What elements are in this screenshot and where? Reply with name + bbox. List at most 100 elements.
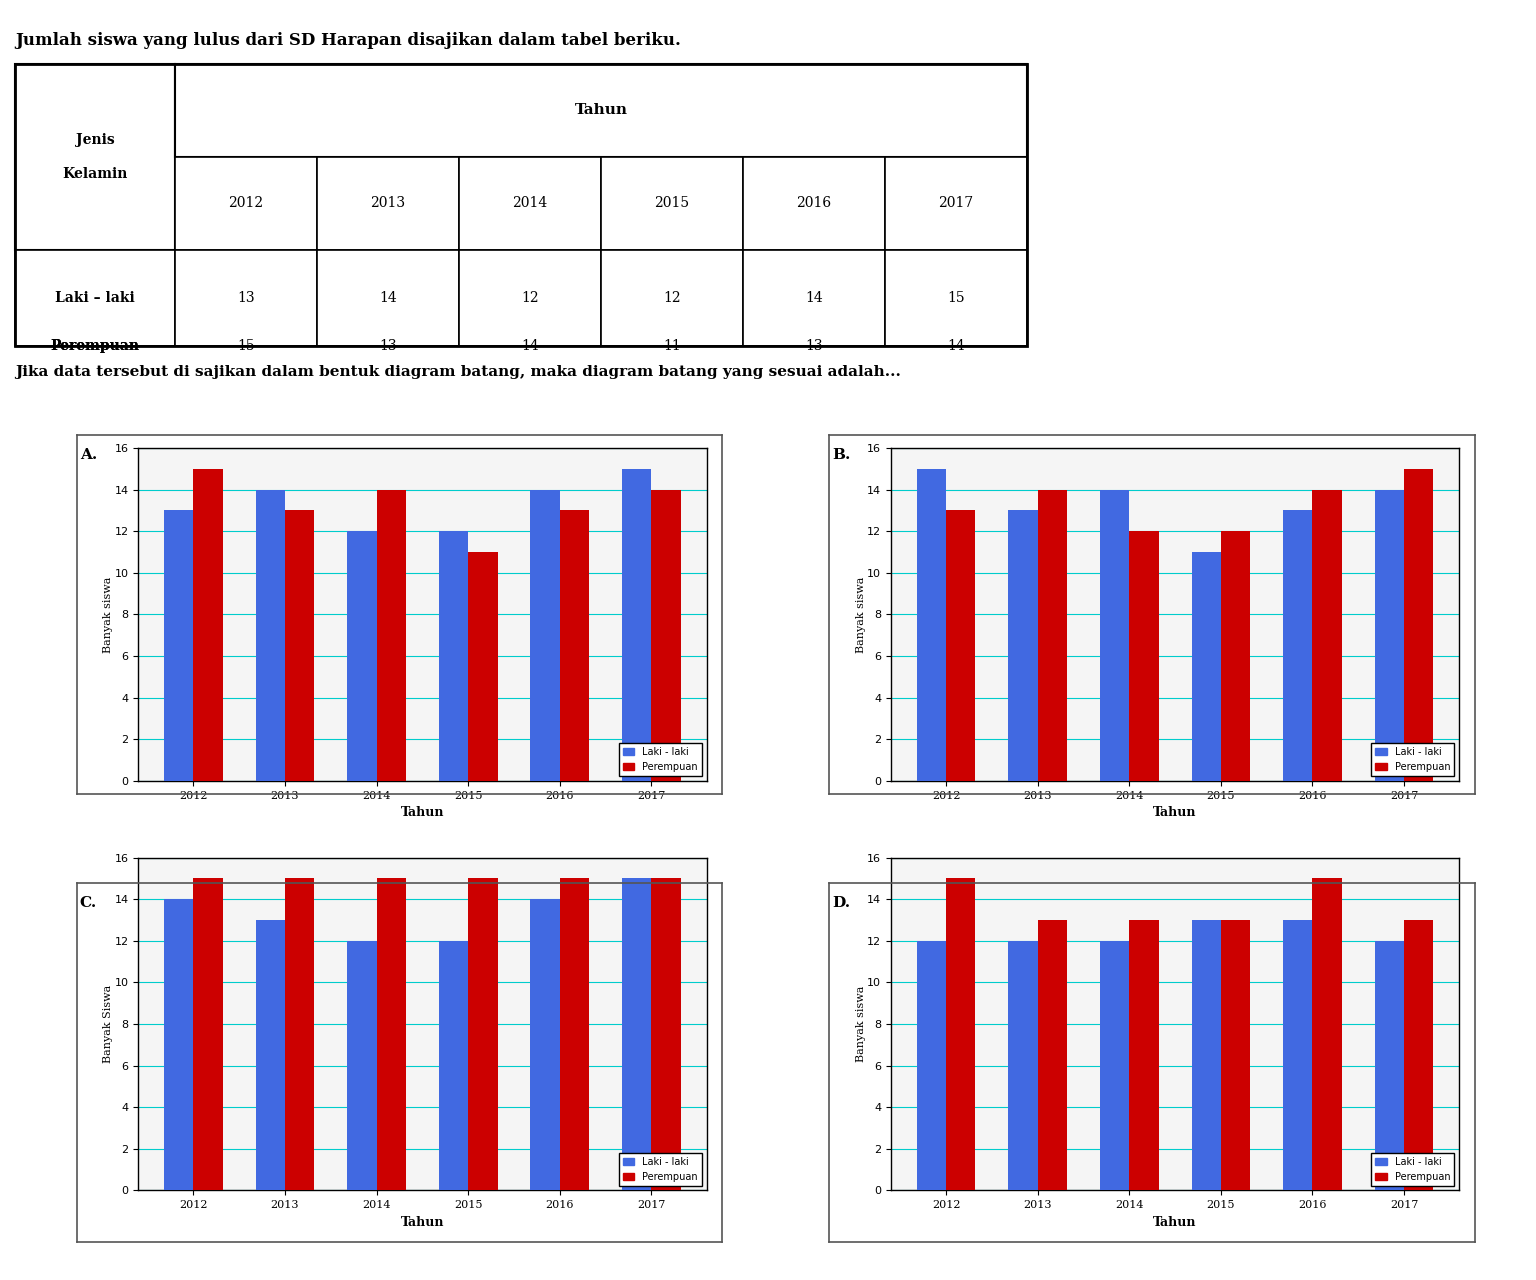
Text: Perempuan: Perempuan: [51, 339, 140, 352]
Bar: [255, 920, 286, 1190]
Bar: [439, 531, 468, 781]
Bar: [164, 511, 194, 781]
Text: 13: 13: [379, 339, 396, 352]
Bar: [194, 468, 223, 781]
Bar: [946, 511, 975, 781]
Bar: [1312, 878, 1342, 1190]
Bar: [15, 250, 175, 346]
Bar: [622, 878, 651, 1190]
Bar: [917, 468, 946, 781]
Bar: [316, 157, 459, 250]
Bar: [917, 941, 946, 1190]
Text: C.: C.: [80, 896, 97, 910]
Bar: [1129, 920, 1158, 1190]
Bar: [316, 250, 459, 346]
Text: 12: 12: [664, 291, 680, 305]
Bar: [601, 157, 743, 250]
Bar: [286, 878, 315, 1190]
Bar: [468, 552, 498, 781]
Bar: [1404, 920, 1433, 1190]
Text: 2015: 2015: [654, 196, 690, 210]
Bar: [164, 899, 194, 1190]
Bar: [1008, 941, 1038, 1190]
Bar: [376, 878, 406, 1190]
Text: Jika data tersebut di sajikan dalam bentuk diagram batang, maka diagram batang y: Jika data tersebut di sajikan dalam bent…: [15, 365, 902, 379]
Text: 2012: 2012: [229, 196, 264, 210]
Text: D.: D.: [833, 896, 851, 910]
Bar: [286, 511, 315, 781]
Bar: [459, 157, 601, 250]
Text: 2017: 2017: [938, 196, 974, 210]
Bar: [1008, 511, 1038, 781]
Bar: [1283, 511, 1312, 781]
Bar: [601, 250, 743, 346]
Bar: [1375, 489, 1404, 781]
Bar: [459, 250, 601, 346]
Bar: [175, 250, 316, 346]
Bar: [376, 489, 406, 781]
X-axis label: Tahun: Tahun: [1154, 806, 1197, 819]
Text: A.: A.: [80, 448, 97, 462]
Text: 2014: 2014: [513, 196, 547, 210]
X-axis label: Tahun: Tahun: [1154, 1216, 1197, 1229]
Bar: [885, 250, 1028, 346]
Text: 13: 13: [805, 339, 823, 352]
Y-axis label: Banyak siswa: Banyak siswa: [856, 986, 866, 1062]
Text: Jumlah siswa yang lulus dari SD Harapan disajikan dalam tabel beriku.: Jumlah siswa yang lulus dari SD Harapan …: [15, 32, 682, 49]
Text: 14: 14: [379, 291, 396, 305]
Bar: [1100, 941, 1129, 1190]
Bar: [255, 489, 286, 781]
Legend: Laki - laki, Perempuan: Laki - laki, Perempuan: [619, 744, 702, 776]
Bar: [885, 157, 1028, 250]
Text: 13: 13: [237, 291, 255, 305]
Text: 14: 14: [948, 339, 965, 352]
Bar: [651, 489, 680, 781]
Bar: [1192, 920, 1221, 1190]
Bar: [1221, 531, 1250, 781]
X-axis label: Tahun: Tahun: [401, 1216, 444, 1229]
Bar: [530, 899, 559, 1190]
Bar: [347, 941, 376, 1190]
Bar: [347, 531, 376, 781]
Text: Laki – laki: Laki – laki: [55, 291, 135, 305]
Bar: [1404, 468, 1433, 781]
Text: 12: 12: [521, 291, 539, 305]
Bar: [1312, 489, 1342, 781]
Text: 2016: 2016: [796, 196, 831, 210]
Legend: Laki - laki, Perempuan: Laki - laki, Perempuan: [1372, 1153, 1455, 1185]
Bar: [439, 941, 468, 1190]
Bar: [1192, 552, 1221, 781]
Text: 11: 11: [664, 339, 680, 352]
Bar: [1100, 489, 1129, 781]
Y-axis label: Banyak Siswa: Banyak Siswa: [103, 984, 114, 1064]
Bar: [651, 878, 680, 1190]
Bar: [559, 511, 590, 781]
Text: B.: B.: [833, 448, 851, 462]
Legend: Laki - laki, Perempuan: Laki - laki, Perempuan: [619, 1153, 702, 1185]
Bar: [175, 64, 1028, 157]
Bar: [743, 157, 885, 250]
Bar: [743, 250, 885, 346]
Bar: [1375, 941, 1404, 1190]
Bar: [175, 157, 316, 250]
Bar: [468, 878, 498, 1190]
Legend: Laki - laki, Perempuan: Laki - laki, Perempuan: [1372, 744, 1455, 776]
Y-axis label: Banyak siswa: Banyak siswa: [856, 576, 866, 653]
Text: 2013: 2013: [370, 196, 406, 210]
Text: Tahun: Tahun: [574, 104, 627, 118]
Bar: [1221, 920, 1250, 1190]
Text: 14: 14: [521, 339, 539, 352]
Bar: [15, 64, 175, 250]
Text: 14: 14: [805, 291, 823, 305]
Bar: [530, 489, 559, 781]
Text: 15: 15: [948, 291, 965, 305]
Bar: [1283, 920, 1312, 1190]
Bar: [1129, 531, 1158, 781]
Text: Perempuan: Perempuan: [51, 339, 140, 352]
Bar: [1038, 920, 1068, 1190]
Bar: [194, 878, 223, 1190]
Y-axis label: Banyak siswa: Banyak siswa: [103, 576, 114, 653]
Text: 15: 15: [237, 339, 255, 352]
Bar: [946, 878, 975, 1190]
Text: Jenis

Kelamin: Jenis Kelamin: [63, 133, 127, 182]
